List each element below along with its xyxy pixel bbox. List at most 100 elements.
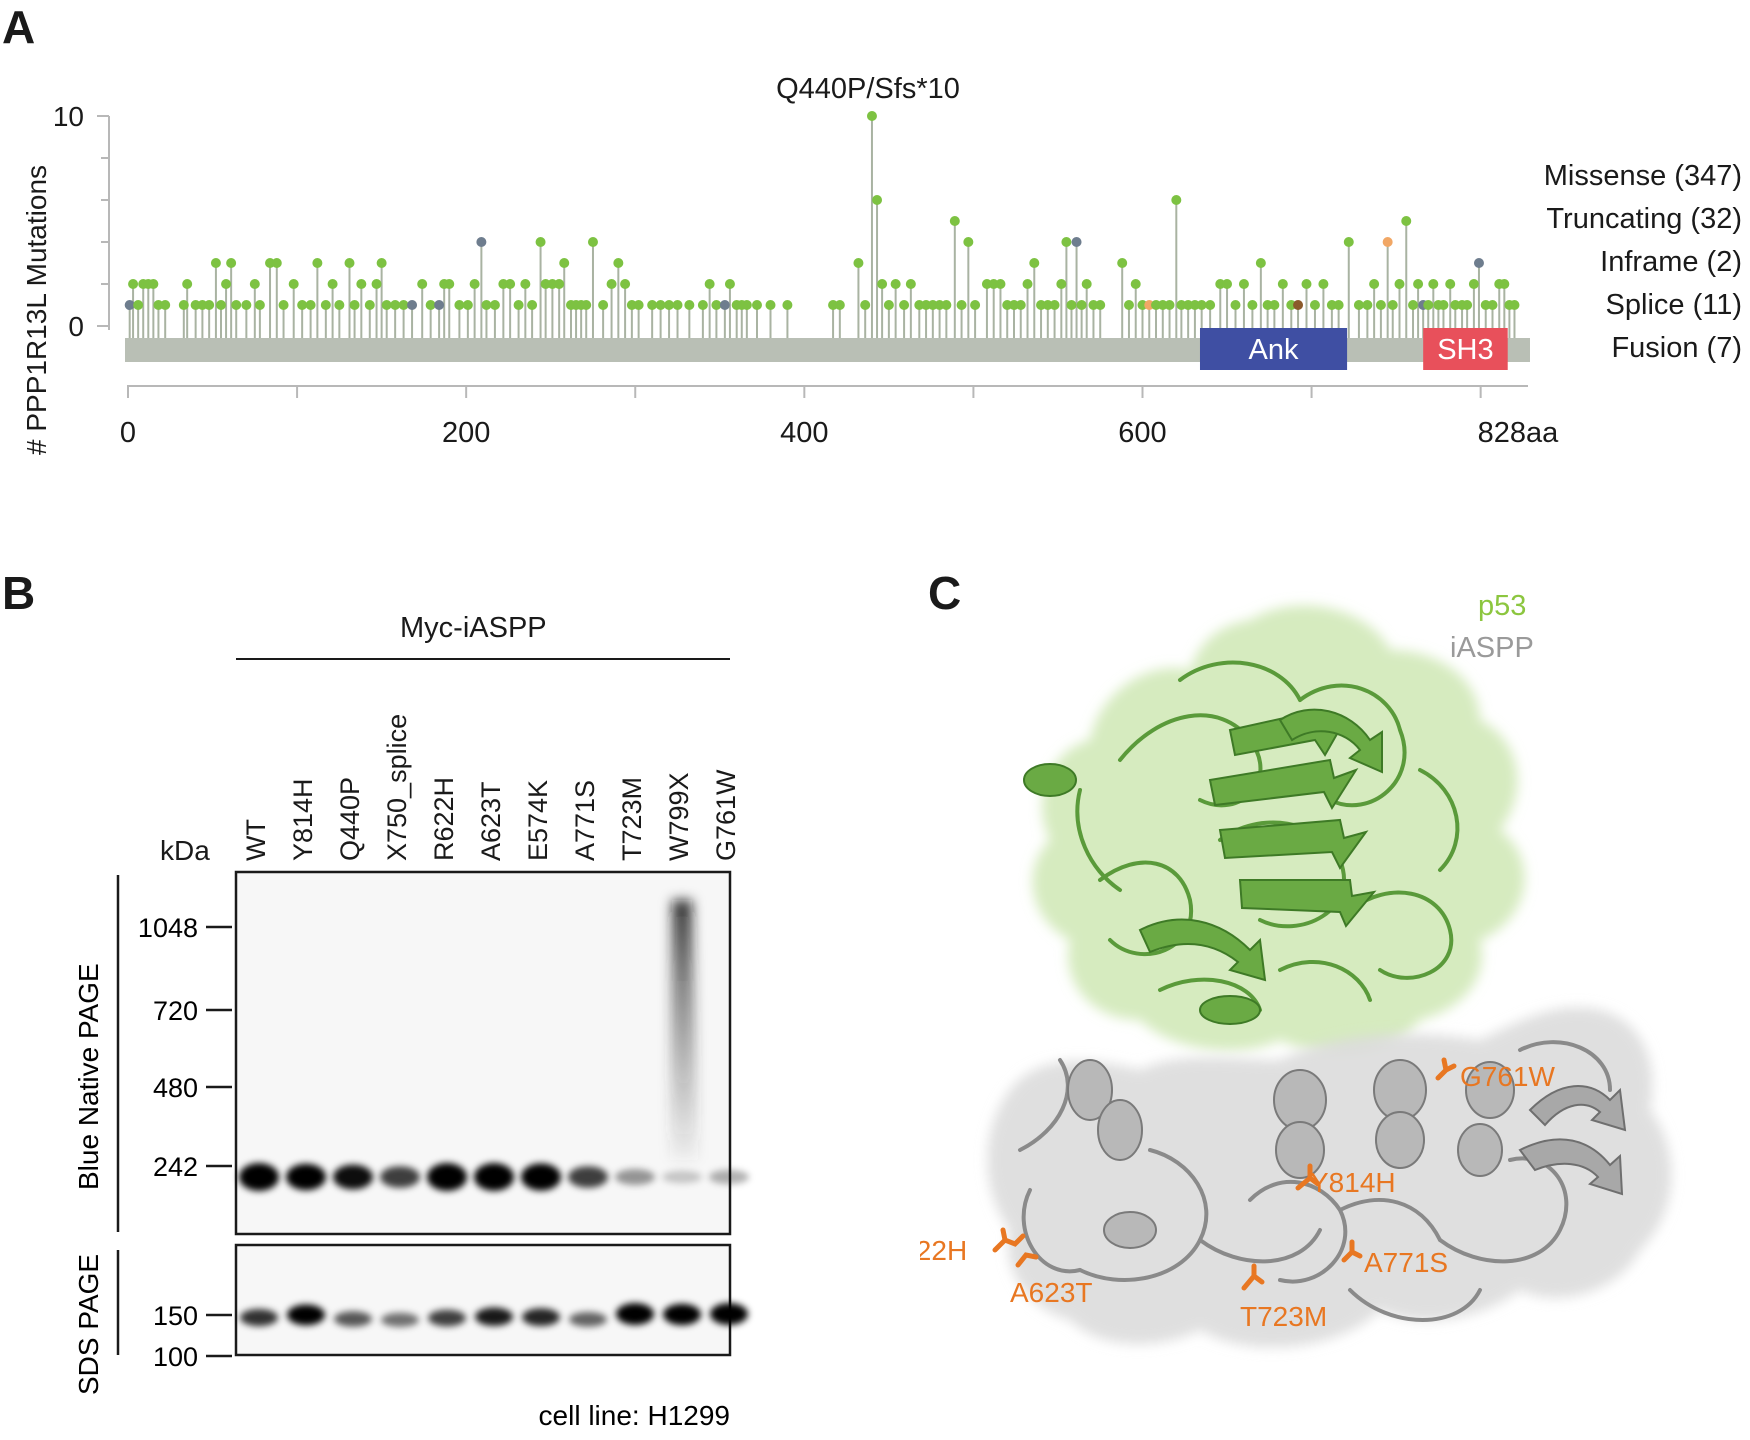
x-tick-label: 0 [120,417,136,449]
lollipop-point-missense [724,279,735,289]
mutation-labels: G761W Y814H R622H A623T T723M A771S [920,1061,1555,1332]
y-tick-label: 10 [53,101,84,132]
sds-band-a771s [569,1312,607,1327]
stick-g761w [1435,1057,1457,1081]
lollipop-point-missense [559,258,570,268]
lollipop-point-missense [305,300,316,310]
lollipop-point-missense [133,300,144,310]
bn-band-q440p [333,1164,373,1190]
y-axis-label: # PPP1R13L Mutations [21,165,52,455]
mutation-label-r622h: R622H [920,1235,967,1266]
iaspp-helices [1067,1059,1515,1249]
mutation-label-a623t: A623T [1010,1277,1093,1308]
lollipop-point-inframe [1293,300,1304,310]
lollipop-point-missense [905,279,916,289]
lane-label-e574k: E574K [523,779,553,861]
lollipop-point-missense [1247,300,1258,310]
lollipop-point-missense [417,279,428,289]
lollipop-point-missense [1387,300,1398,310]
lollipop-point-missense [1269,300,1280,310]
lollipop-point-missense [834,300,845,310]
lollipop-point-missense [765,300,776,310]
lollipop-point-missense [1445,279,1456,289]
lollipop-point-missense [704,279,715,289]
lollipop-point-truncating [434,300,445,310]
y-axis-ticks: 0 10 [53,101,109,342]
legend-splice: Splice (11) [1605,289,1742,321]
lollipop-point-missense [182,279,193,289]
lollipop-point-missense [1277,279,1288,289]
lollipop-point-missense [860,300,871,310]
lollipop-point-missense [672,300,683,310]
lane-label-x750-splice: X750_splice [382,713,412,861]
sds-marker-100: 100 [153,1342,198,1372]
lollipop-point-missense [1029,258,1040,268]
sds-band-e574k [522,1308,560,1327]
sds-band-wt [240,1309,278,1327]
lollipop-point-missense [128,279,139,289]
lane-label-a771s: A771S [570,779,600,861]
bn-page-bands [239,1163,749,1191]
lollipop-point-missense [398,300,409,310]
western-blot: 1048 720 480 242 150 100 Blue Native PAG… [73,870,749,1431]
lollipop-point-missense [1369,279,1380,289]
cell-line-label: cell line: H1299 [539,1400,730,1431]
lollipop-point-missense [178,300,189,310]
lollipop-point-missense [1353,300,1364,310]
lollipop-point-missense [956,300,967,310]
stick-t723m [1241,1263,1265,1291]
domain-label-ank: Ank [1249,334,1299,366]
lollipop-point-missense [1164,300,1175,310]
lollipop-point-missense [221,279,232,289]
lollipop-stems [128,116,1516,340]
bn-band-a623t [474,1163,514,1191]
lollipop-point-missense [327,279,338,289]
lollipop-point-missense [1015,300,1026,310]
lollipop-point-missense [1462,300,1473,310]
myc-iaspp-header: Myc-iASPP [400,612,547,644]
p53-cartoon [1075,660,1460,1012]
panel-a-letter: A [2,1,36,53]
lollipop-point-missense [697,300,708,310]
panel-b-letter: B [2,567,36,619]
lollipop-point-missense [883,300,894,310]
lollipop-point-missense [684,300,695,310]
lollipop-point-missense [489,300,500,310]
y-tick-label: 0 [68,311,84,342]
lollipop-point-missense [1343,237,1354,247]
lollipop-point-missense [890,279,901,289]
lollipop-point-missense [210,258,221,268]
lollipop-point-missense [664,300,675,310]
legend-fusion: Fusion (7) [1611,332,1742,364]
header-line [236,658,730,660]
lollipop-point-missense [1309,300,1320,310]
bn-page-label: Blue Native PAGE [73,963,104,1190]
lollipop-point-missense [613,258,624,268]
lollipop-point-missense [249,279,260,289]
lollipop-point-missense [941,300,952,310]
lollipop-point-missense [1301,279,1312,289]
lollipop-point-missense [241,300,252,310]
sds-band-w799x [663,1303,701,1326]
lollipop-point-missense [581,300,592,310]
lollipop-point-missense [1318,279,1329,289]
lane-label-wt: WT [241,819,271,861]
lollipop-point-truncating [124,300,135,310]
lollipop-point-missense [995,279,1006,289]
lane-label-g761w: G761W [711,769,741,861]
lollipop-point-missense [148,279,159,289]
lollipop-point-missense [1438,300,1449,310]
lollipop-point-missense [312,258,323,268]
bn-marker-720: 720 [153,996,198,1026]
lollipop-point-missense [376,258,387,268]
p53-helices [1023,763,1261,1025]
lane-label-y814h: Y814H [288,778,318,861]
smear-w799x [670,900,698,1160]
lollipop-point-missense [598,300,609,310]
lollipop-point-missense [1238,279,1249,289]
lollipop-point-missense [853,258,864,268]
lollipop-point-missense [481,300,492,310]
structure-image: G761W Y814H R622H A623T T723M A771S [920,605,1672,1348]
lollipop-point-missense [1123,300,1134,310]
w799x-aggregate-smear [670,900,698,1160]
